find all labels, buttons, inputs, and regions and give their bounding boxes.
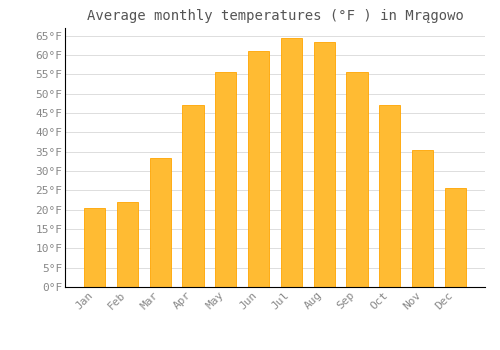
Bar — [117, 202, 138, 287]
Title: Average monthly temperatures (°F ) in Mrągowo: Average monthly temperatures (°F ) in Mr… — [86, 9, 464, 23]
Bar — [379, 105, 400, 287]
Bar — [182, 105, 204, 287]
Bar — [150, 158, 171, 287]
Bar — [280, 38, 302, 287]
Bar — [444, 188, 466, 287]
Bar — [412, 150, 433, 287]
Bar — [84, 208, 106, 287]
Bar — [314, 42, 335, 287]
Bar — [346, 72, 368, 287]
Bar — [215, 72, 236, 287]
Bar — [248, 51, 270, 287]
